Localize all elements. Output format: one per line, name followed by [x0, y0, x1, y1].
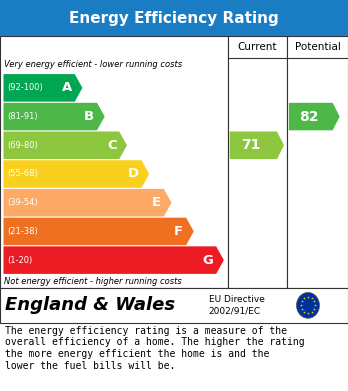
- Text: Energy Efficiency Rating: Energy Efficiency Rating: [69, 11, 279, 26]
- Text: Potential: Potential: [295, 42, 340, 52]
- Text: (1-20): (1-20): [8, 256, 33, 265]
- Polygon shape: [3, 160, 149, 188]
- Text: Very energy efficient - lower running costs: Very energy efficient - lower running co…: [4, 60, 182, 70]
- Text: The energy efficiency rating is a measure of the
overall efficiency of a home. T: The energy efficiency rating is a measur…: [5, 326, 305, 371]
- Text: (69-80): (69-80): [8, 141, 38, 150]
- Text: C: C: [107, 139, 117, 152]
- Text: E: E: [152, 196, 161, 209]
- Polygon shape: [3, 131, 127, 159]
- Polygon shape: [3, 189, 172, 217]
- Text: England & Wales: England & Wales: [5, 296, 175, 314]
- Text: (81-91): (81-91): [8, 112, 38, 121]
- Bar: [0, 0, 348, 36]
- Text: A: A: [62, 81, 72, 94]
- Text: (92-100): (92-100): [8, 83, 44, 92]
- Circle shape: [296, 292, 319, 318]
- Text: Not energy efficient - higher running costs: Not energy efficient - higher running co…: [4, 277, 182, 286]
- Text: Current: Current: [238, 42, 277, 52]
- Text: (39-54): (39-54): [8, 198, 38, 207]
- Polygon shape: [289, 103, 340, 130]
- Text: B: B: [84, 110, 94, 123]
- Text: F: F: [174, 225, 183, 238]
- Polygon shape: [230, 131, 284, 159]
- Text: (21-38): (21-38): [8, 227, 38, 236]
- Bar: [0, 288, 348, 323]
- Text: EU Directive
2002/91/EC: EU Directive 2002/91/EC: [209, 295, 265, 316]
- Text: 71: 71: [241, 138, 261, 152]
- Polygon shape: [3, 218, 194, 245]
- Text: 82: 82: [299, 109, 318, 124]
- Text: D: D: [128, 167, 139, 181]
- Bar: [0, 36, 228, 288]
- Polygon shape: [3, 74, 82, 102]
- Polygon shape: [3, 103, 105, 130]
- Bar: [228, 36, 287, 288]
- Bar: [287, 36, 348, 288]
- Text: (55-68): (55-68): [8, 169, 38, 179]
- Polygon shape: [3, 246, 224, 274]
- Text: G: G: [203, 254, 213, 267]
